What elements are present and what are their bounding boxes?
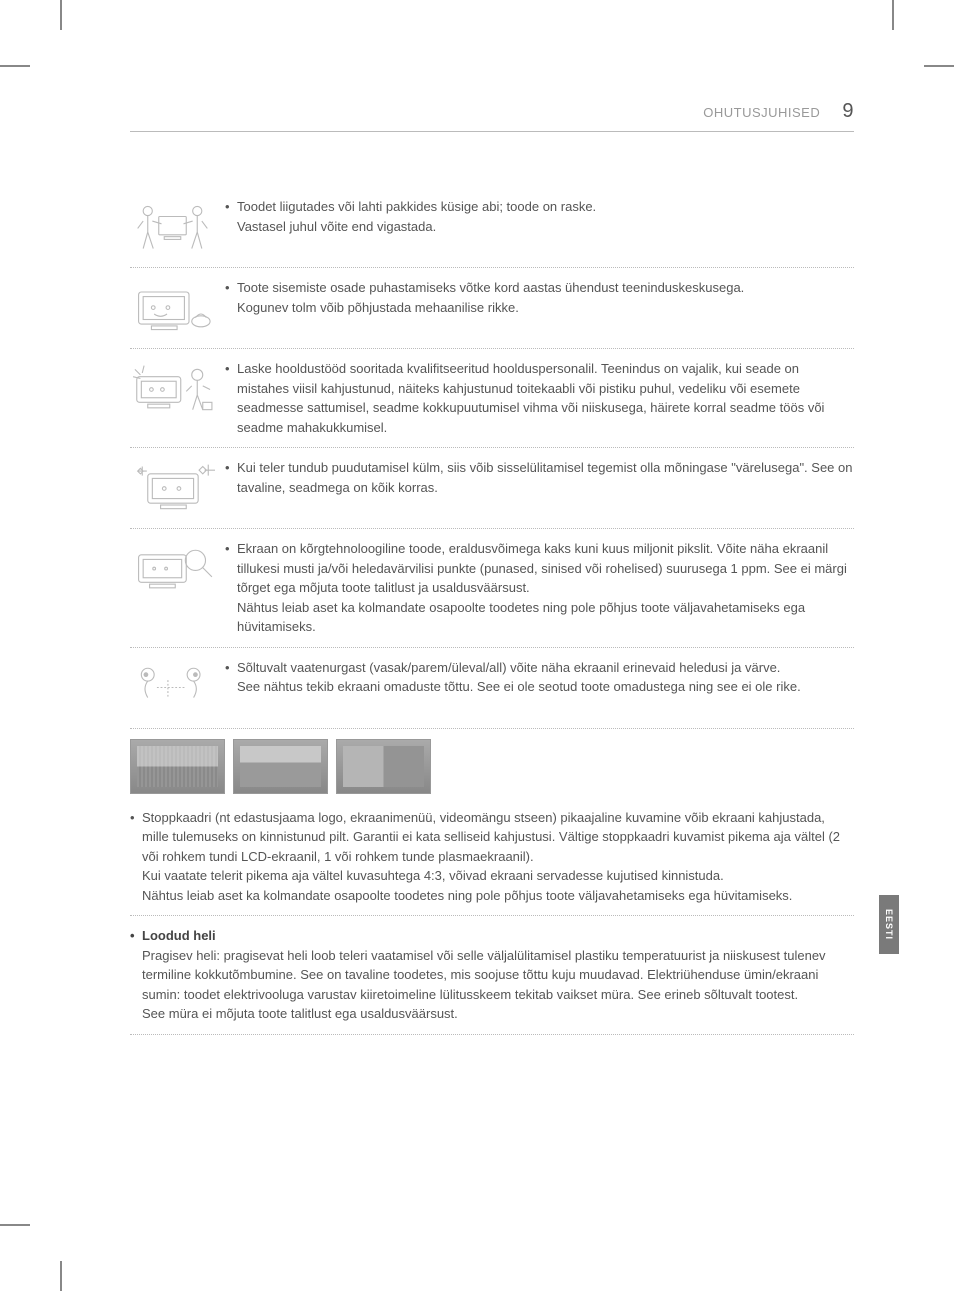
row-text: Sõltuvalt vaatenurgast (vasak/parem/ülev… xyxy=(225,658,854,678)
service-person-icon xyxy=(130,359,215,419)
row-text: Ekraan on kõrgtehnoloogiline toode, eral… xyxy=(225,539,854,598)
carry-tv-icon xyxy=(130,197,215,257)
row-subtext: See müra ei mõjuta toote talitlust ega u… xyxy=(130,1004,854,1024)
crop-mark xyxy=(0,65,30,67)
burn-in-example-icon xyxy=(130,739,225,794)
row-text: Laske hooldustööd sooritada kvalifitseer… xyxy=(225,359,854,437)
section-title: OHUTUSJUHISED xyxy=(703,105,820,120)
safety-row: Ekraan on kõrgtehnoloogiline toode, eral… xyxy=(130,529,854,648)
row-text: Stoppkaadri (nt edastusjaama logo, ekraa… xyxy=(130,808,854,867)
safety-row: Toote sisemiste osade puhastamiseks võtk… xyxy=(130,268,854,349)
crop-mark xyxy=(0,1224,30,1226)
page-header: OHUTUSJUHISED 9 xyxy=(130,100,854,123)
crop-mark xyxy=(60,0,62,30)
safety-row: Laske hooldustööd sooritada kvalifitseer… xyxy=(130,349,854,448)
row-text: Pragisev heli: pragisevat heli loob tele… xyxy=(130,946,854,1005)
page-content: OHUTUSJUHISED 9 Toodet liigutades või la… xyxy=(0,0,954,1075)
row-text: Toodet liigutades või lahti pakkides küs… xyxy=(225,197,854,217)
viewing-angle-icon xyxy=(130,658,215,718)
safety-row: Sõltuvalt vaatenurgast (vasak/parem/ülev… xyxy=(130,648,854,729)
tv-magnify-icon xyxy=(130,539,215,599)
tv-cold-icon xyxy=(130,458,215,518)
crop-mark xyxy=(892,0,894,30)
row-title: Loodud heli xyxy=(130,926,854,946)
crop-mark xyxy=(60,1261,62,1291)
row-subtext: Kogunev tolm võib põhjustada mehaanilise… xyxy=(225,298,854,318)
screenshot-thumbnails xyxy=(130,739,854,794)
burn-in-example-icon xyxy=(336,739,431,794)
row-subtext: See nähtus tekib ekraani omaduste tõttu.… xyxy=(225,677,854,697)
language-tab: EESTI xyxy=(879,895,899,954)
header-rule xyxy=(130,131,854,132)
tv-dust-icon xyxy=(130,278,215,338)
safety-row: Toodet liigutades või lahti pakkides küs… xyxy=(130,187,854,268)
safety-row-full: Stoppkaadri (nt edastusjaama logo, ekraa… xyxy=(130,729,854,917)
crop-mark xyxy=(924,65,954,67)
safety-row: Kui teler tundub puudutamisel külm, siis… xyxy=(130,448,854,529)
row-text: Toote sisemiste osade puhastamiseks võtk… xyxy=(225,278,854,298)
row-subtext: Nähtus leiab aset ka kolmandate osapoolt… xyxy=(130,886,854,906)
page-number: 9 xyxy=(842,100,854,122)
row-subtext: Kui vaatate telerit pikema aja vältel ku… xyxy=(130,866,854,886)
row-subtext: Nähtus leiab aset ka kolmandate osapoolt… xyxy=(225,598,854,637)
row-subtext: Vastasel juhul võite end vigastada. xyxy=(225,217,854,237)
burn-in-example-icon xyxy=(233,739,328,794)
safety-row-full: Loodud heli Pragisev heli: pragisevat he… xyxy=(130,916,854,1035)
row-text: Kui teler tundub puudutamisel külm, siis… xyxy=(225,458,854,497)
